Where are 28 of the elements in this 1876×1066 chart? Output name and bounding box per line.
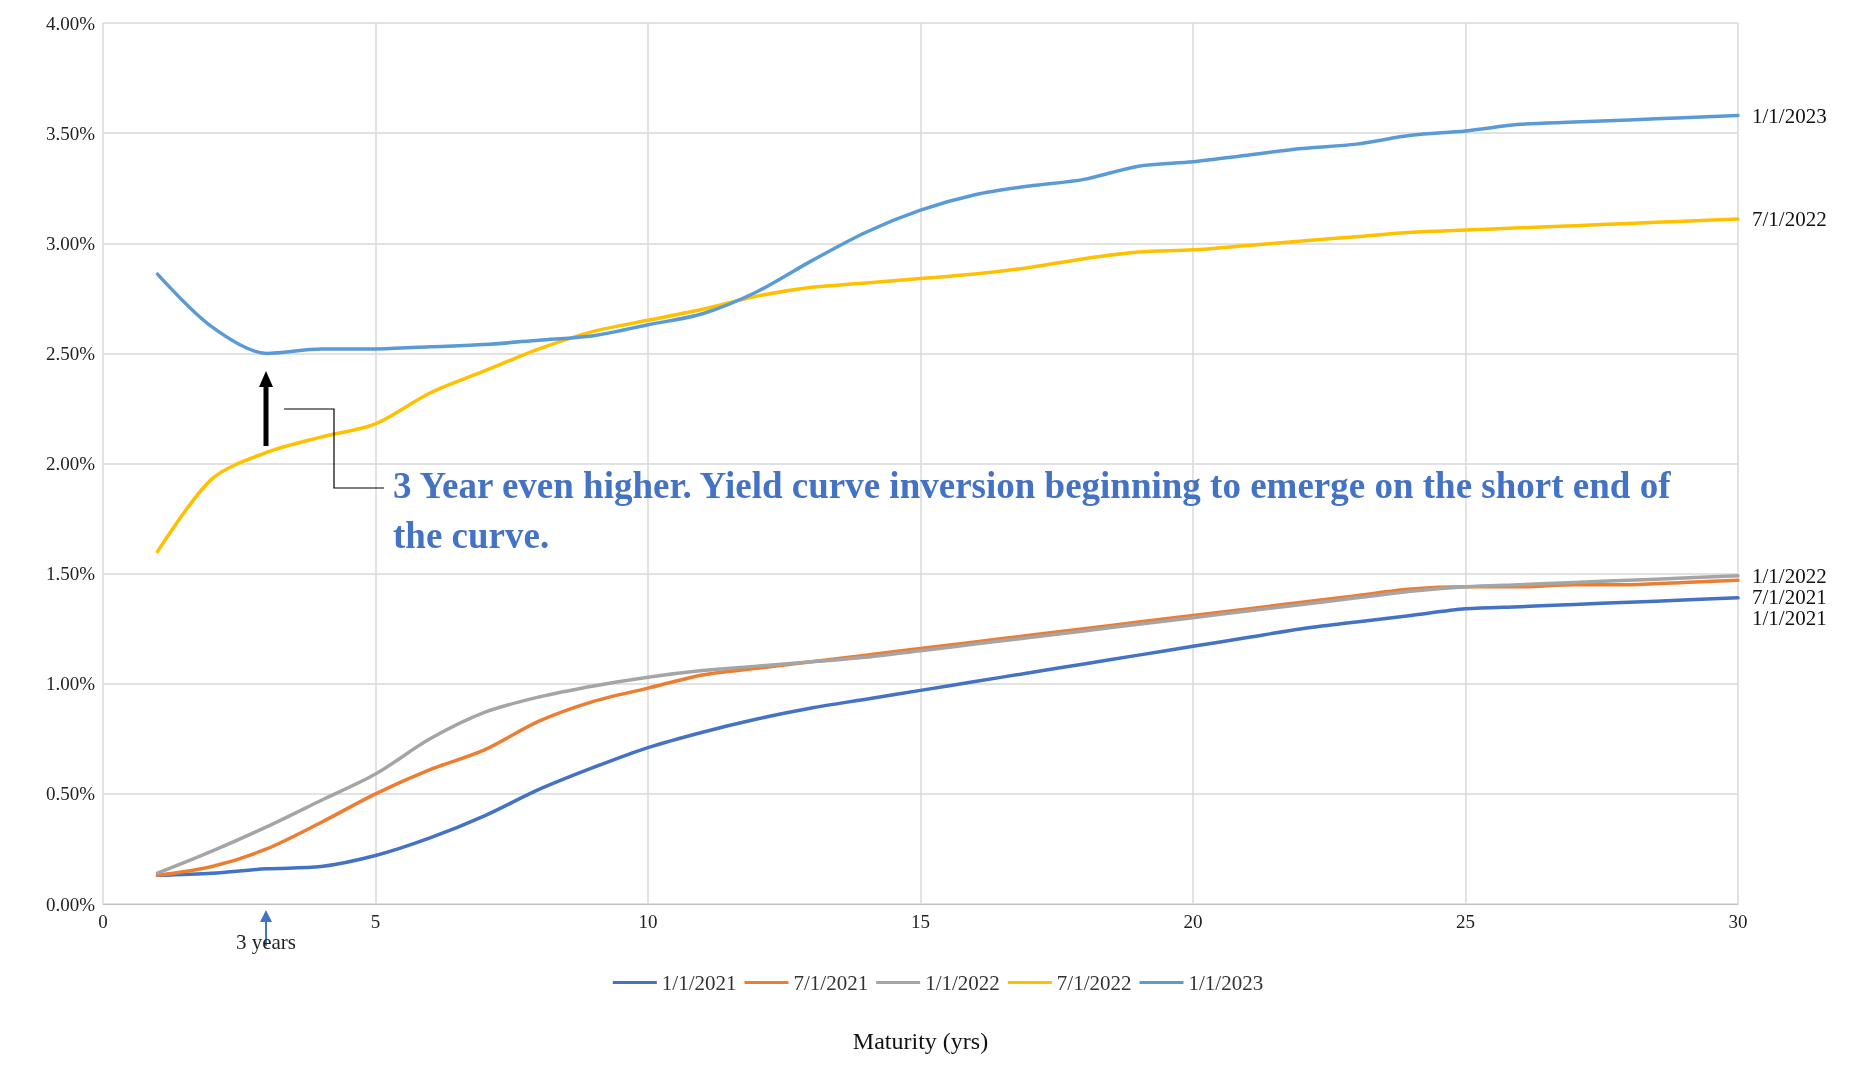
text: 1/1/2023 [1752,103,1827,128]
text: 7/1/2022 [1752,207,1827,232]
x-tick-label: 0 [98,911,108,932]
x-tick-label: 10 [638,911,658,932]
legend-label: 7/1/2021 [793,970,869,995]
y-tick-label: 3.00% [45,232,96,254]
y-tick-label: 1.50% [45,563,96,585]
y-tick-label: 2.50% [45,342,96,364]
y-tick-label: 0.00% [45,893,96,915]
x-tick-label: 15 [911,911,930,932]
y-tick-label: 3.50% [45,122,96,144]
legend-label: 7/1/2022 [1056,970,1132,995]
line-series [155,113,1740,356]
legend-label: 1/1/2023 [1188,970,1264,995]
y-tick-label: 1.00% [45,673,96,695]
x-tick-label: 25 [1456,911,1475,932]
annotation: 3 Year even higher. Yield curve inversion beginning to emerge on the short end of the curve. [393,464,1672,558]
x-tick-label: 20 [1183,911,1203,932]
legend-label: 1/1/2021 [661,970,737,995]
x-tick-label: 5 [370,911,381,932]
y-tick-label: 0.50% [45,783,96,805]
text: 3 years [234,930,298,955]
x-axis-title: Maturity (yrs) [852,1028,989,1054]
y-tick-label: 2.00% [45,453,96,474]
legend-label: 1/1/2022 [925,970,1000,995]
line-series [155,217,1740,554]
x-tick-label: 30 [1728,911,1748,932]
y-tick-label: 4.00% [45,12,96,34]
